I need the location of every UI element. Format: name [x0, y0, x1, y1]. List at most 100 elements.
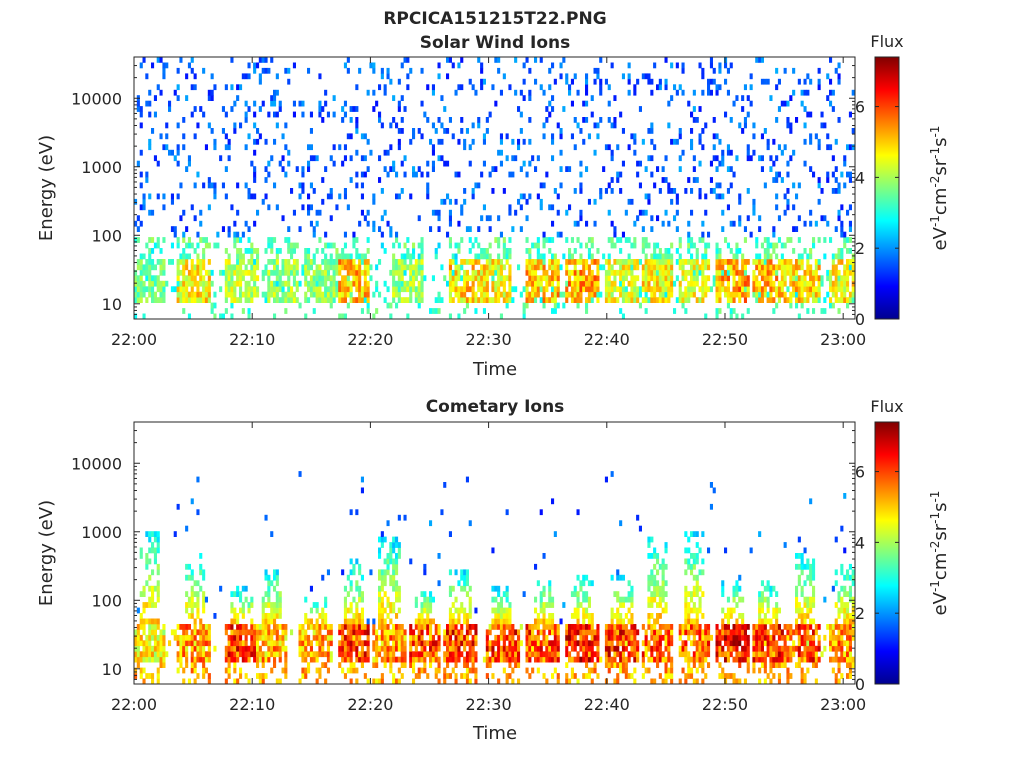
heatmap-cell: [409, 193, 413, 200]
heatmap-cell: [670, 656, 674, 663]
heatmap-cell: [403, 645, 407, 652]
heatmap-cell: [539, 264, 543, 271]
heatmap-cell: [508, 634, 512, 641]
heatmap-cell: [621, 629, 625, 636]
heatmap-cell: [499, 645, 503, 652]
heatmap-cell: [638, 286, 642, 293]
heatmap-cell: [307, 280, 311, 287]
heatmap-cell: [358, 259, 362, 265]
heatmap-cell: [202, 651, 206, 658]
heatmap-cell: [363, 133, 367, 140]
heatmap-cell: [292, 280, 296, 287]
heatmap-cell: [230, 264, 234, 271]
heatmap-cell: [769, 297, 773, 303]
heatmap-cell: [621, 297, 625, 303]
heatmap-cell: [460, 602, 464, 608]
heatmap-cell: [426, 629, 430, 636]
heatmap-cell: [658, 645, 662, 652]
heatmap-cell: [275, 602, 279, 608]
heatmap-cell: [624, 237, 628, 243]
heatmap-cell: [182, 264, 186, 271]
heatmap-cell: [698, 237, 702, 243]
heatmap-cell: [752, 259, 756, 265]
heatmap-cell: [431, 149, 435, 156]
heatmap-cell: [664, 656, 668, 663]
heatmap-cell: [596, 629, 600, 636]
heatmap-cell: [658, 297, 662, 303]
heatmap-cell: [185, 634, 189, 641]
heatmap-cell: [604, 291, 608, 298]
heatmap-cell: [250, 651, 254, 658]
heatmap-cell: [664, 645, 668, 652]
heatmap-cell: [670, 264, 674, 271]
heatmap-cell: [307, 144, 311, 151]
heatmap-cell: [729, 62, 733, 69]
heatmap-cell: [250, 618, 254, 625]
heatmap-cell: [604, 476, 608, 483]
heatmap-cell: [420, 242, 424, 249]
heatmap-cell: [692, 117, 696, 123]
heatmap-cell: [400, 95, 404, 101]
heatmap-cell: [247, 106, 251, 112]
heatmap-cell: [338, 662, 342, 668]
heatmap-cell: [335, 248, 339, 254]
heatmap-cell: [658, 269, 662, 276]
heatmap-cell: [525, 297, 529, 303]
heatmap-cell: [664, 547, 668, 554]
heatmap-cell: [426, 673, 430, 679]
heatmap-cell: [363, 629, 367, 636]
heatmap-cell: [743, 286, 747, 293]
heatmap-cell: [307, 166, 311, 172]
heatmap-cell: [741, 128, 745, 134]
heatmap-cell: [414, 645, 418, 652]
heatmap-cell: [837, 209, 841, 216]
heatmap-cell: [743, 84, 747, 91]
heatmap-cell: [480, 264, 484, 271]
heatmap-cell: [505, 297, 509, 303]
heatmap-cell: [196, 596, 200, 603]
heatmap-cell: [619, 574, 623, 581]
heatmap-cell: [582, 624, 586, 630]
heatmap-cell: [372, 678, 376, 684]
heatmap-cell: [309, 111, 313, 118]
heatmap-cell: [661, 678, 665, 684]
heatmap-cell: [366, 656, 370, 663]
heatmap-cell: [190, 667, 194, 674]
heatmap-cell: [392, 275, 396, 282]
heatmap-cell: [290, 291, 294, 298]
heatmap-cell: [301, 640, 305, 647]
heatmap-cell: [346, 607, 350, 614]
heatmap-cell: [298, 226, 302, 232]
heatmap-cell: [437, 73, 441, 80]
heatmap-cell: [400, 128, 404, 134]
heatmap-cell: [267, 651, 271, 658]
heatmap-cell: [244, 182, 248, 189]
heatmap-cell: [309, 640, 313, 647]
heatmap-cell: [499, 264, 503, 271]
heatmap-cell: [777, 144, 781, 151]
heatmap-cell: [627, 259, 631, 265]
heatmap-cell: [831, 280, 835, 287]
heatmap-cell: [525, 280, 529, 287]
heatmap-cell: [335, 286, 339, 293]
heatmap-cell: [792, 269, 796, 276]
heatmap-cell: [695, 269, 699, 276]
heatmap-cell: [431, 209, 435, 216]
heatmap-cell: [397, 542, 401, 548]
heatmap-cell: [624, 673, 628, 679]
heatmap-cell: [273, 138, 277, 145]
heatmap-cell: [304, 640, 308, 647]
heatmap-cell: [156, 259, 160, 265]
heatmap-cell: [607, 297, 611, 303]
heatmap-cell: [627, 237, 631, 243]
heatmap-cell: [650, 122, 654, 129]
heatmap-cell: [463, 580, 467, 587]
x-tick-label: 22:20: [347, 330, 393, 349]
heatmap-cell: [349, 667, 353, 674]
heatmap-cell: [596, 286, 600, 293]
heatmap-cell: [156, 585, 160, 592]
heatmap-cell: [814, 133, 818, 140]
heatmap-cell: [715, 133, 719, 140]
heatmap-cell: [641, 280, 645, 287]
